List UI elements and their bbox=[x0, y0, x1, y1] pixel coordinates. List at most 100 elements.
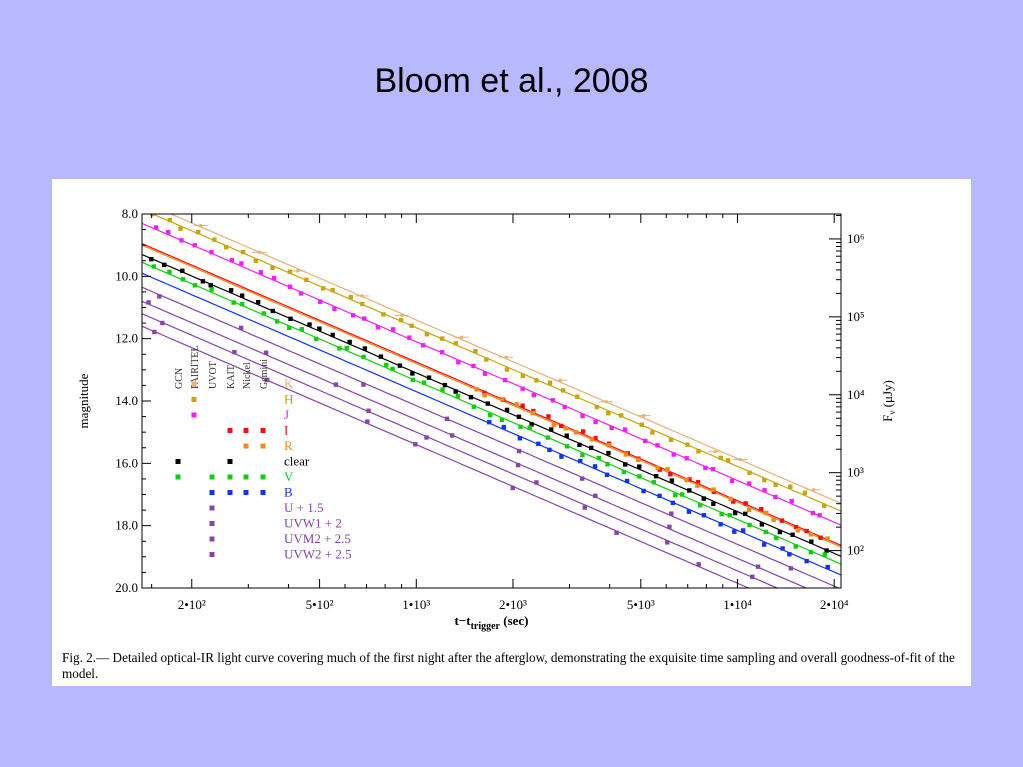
data-point bbox=[530, 410, 536, 416]
data-point bbox=[747, 522, 752, 528]
legend-symbol bbox=[260, 490, 266, 495]
data-point bbox=[347, 339, 352, 345]
data-point bbox=[439, 350, 445, 355]
data-point bbox=[655, 443, 660, 448]
data-point bbox=[348, 294, 353, 300]
data-point bbox=[713, 450, 717, 454]
right-tick-label: 10³ bbox=[847, 465, 864, 480]
data-point bbox=[604, 472, 610, 477]
data-point bbox=[732, 529, 737, 534]
model-curve-i bbox=[142, 243, 841, 546]
data-point bbox=[650, 430, 655, 435]
legend-instrument-header: Nickel bbox=[242, 362, 253, 389]
data-point bbox=[618, 413, 624, 418]
legend-symbol bbox=[260, 474, 266, 480]
data-point bbox=[424, 332, 430, 337]
x-tick-label: 2•10² bbox=[178, 597, 206, 612]
data-point bbox=[684, 456, 689, 461]
data-point bbox=[455, 393, 461, 399]
data-point bbox=[808, 532, 814, 537]
legend-entry-label: R bbox=[284, 438, 293, 453]
data-point bbox=[578, 458, 583, 464]
data-point bbox=[637, 464, 642, 469]
data-point bbox=[604, 400, 608, 404]
data-point bbox=[200, 279, 206, 284]
legend-instrument-header: PAIRITEL bbox=[190, 345, 201, 389]
data-point bbox=[747, 507, 752, 513]
legend-symbol bbox=[209, 521, 215, 526]
data-point bbox=[270, 308, 275, 314]
data-point bbox=[809, 539, 814, 544]
data-point bbox=[153, 225, 159, 230]
data-point bbox=[501, 424, 506, 430]
data-point bbox=[502, 377, 508, 383]
data-point bbox=[817, 513, 822, 518]
data-point bbox=[642, 414, 646, 418]
data-point bbox=[460, 335, 464, 339]
data-point bbox=[413, 442, 418, 447]
data-point bbox=[669, 511, 674, 516]
data-point bbox=[318, 299, 323, 304]
right-tick-label: 10² bbox=[847, 543, 864, 558]
data-point bbox=[750, 574, 755, 580]
figure-caption: Fig. 2.— Detailed optical-IR light curve… bbox=[62, 650, 955, 681]
data-point bbox=[499, 417, 505, 423]
x-tick-label: 5•10³ bbox=[627, 597, 655, 612]
data-point bbox=[824, 548, 829, 553]
data-point bbox=[562, 404, 567, 410]
x-axis-title-main: t−t bbox=[454, 613, 471, 628]
data-point bbox=[317, 326, 322, 331]
data-point bbox=[546, 414, 551, 419]
legend-entry-label: K bbox=[284, 376, 294, 391]
data-point bbox=[420, 343, 426, 348]
data-point bbox=[390, 366, 395, 372]
data-point bbox=[577, 442, 582, 448]
data-point bbox=[167, 217, 173, 223]
data-point bbox=[366, 408, 371, 413]
data-point bbox=[793, 544, 798, 549]
legend-entry-label: H bbox=[284, 392, 293, 407]
legend-symbol bbox=[209, 474, 215, 480]
data-point bbox=[685, 442, 690, 447]
data-point bbox=[397, 363, 403, 368]
data-point bbox=[453, 341, 458, 346]
legend-symbol bbox=[191, 397, 197, 402]
data-point bbox=[536, 441, 541, 447]
data-point bbox=[468, 394, 474, 400]
data-point bbox=[265, 377, 270, 383]
right-axis-title: Fν (μJy) bbox=[880, 380, 897, 422]
legend-entry-label: J bbox=[284, 407, 289, 422]
data-point bbox=[614, 530, 619, 535]
data-point bbox=[333, 382, 339, 387]
data-point bbox=[487, 419, 492, 425]
data-point bbox=[665, 467, 670, 472]
data-point bbox=[773, 482, 778, 487]
light-curve-chart: 8.0 10.0 12.0 14.0 16.0 18.0 20.0 2•10² 5•10² 1•1… bbox=[76, 206, 897, 632]
data-point bbox=[551, 422, 557, 427]
legend-symbol bbox=[227, 459, 233, 464]
data-point bbox=[732, 510, 738, 516]
data-point bbox=[274, 319, 280, 324]
data-point bbox=[622, 427, 628, 432]
data-point bbox=[304, 277, 309, 282]
data-point bbox=[409, 323, 414, 328]
figure-panel: 8.0 10.0 12.0 14.0 16.0 18.0 20.0 2•10² 5•10² 1•1… bbox=[52, 179, 971, 686]
data-point bbox=[471, 404, 476, 409]
data-point bbox=[547, 447, 552, 453]
data-point bbox=[738, 457, 742, 461]
data-point bbox=[696, 562, 701, 567]
data-point bbox=[808, 549, 814, 555]
data-point bbox=[804, 558, 809, 564]
data-point bbox=[725, 458, 731, 463]
data-point bbox=[474, 387, 479, 392]
data-point bbox=[558, 378, 562, 382]
data-point bbox=[442, 382, 448, 388]
data-point bbox=[550, 398, 556, 403]
data-point bbox=[410, 377, 416, 383]
legend-instrument-header: Gemini bbox=[259, 359, 270, 389]
data-point bbox=[643, 438, 648, 444]
legend-symbol bbox=[243, 490, 249, 495]
data-point bbox=[444, 416, 450, 421]
data-point bbox=[636, 457, 641, 463]
data-point bbox=[440, 387, 445, 392]
